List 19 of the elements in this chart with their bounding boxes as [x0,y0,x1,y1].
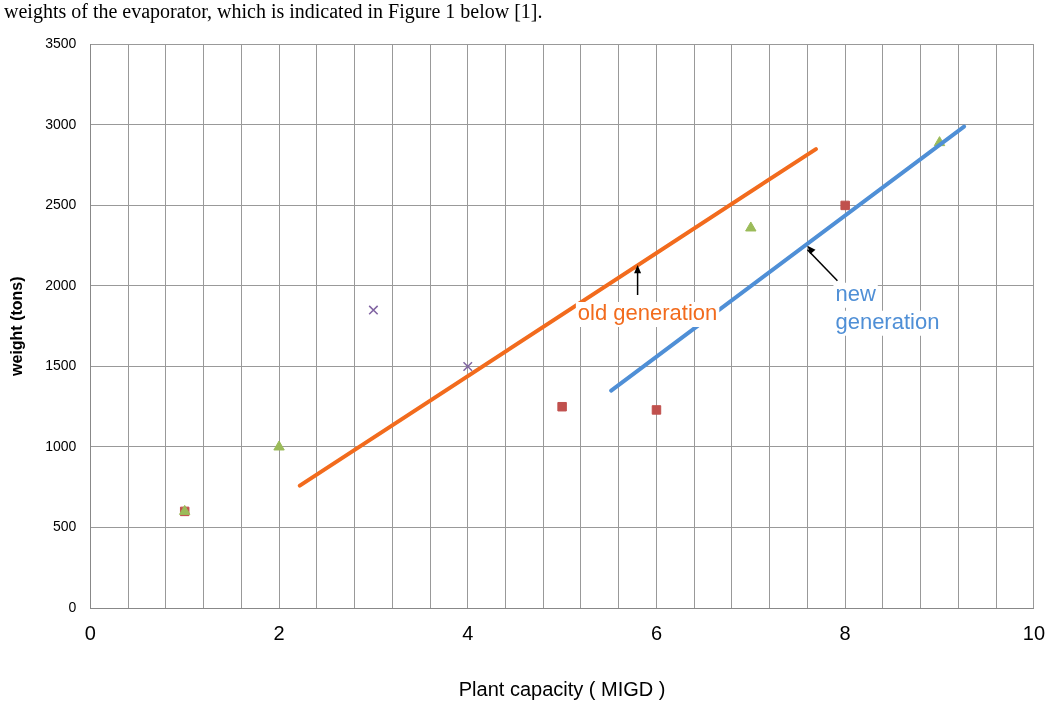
y-tick-label: 500 [52,518,77,535]
annotation: new generation [835,280,940,334]
x-tick-label: 0 [84,621,96,644]
y-tick-label: 1500 [45,357,77,374]
y-axis-title: weight (tons) [8,276,26,377]
y-tick-label: 0 [68,598,77,615]
y-tick-label: 3500 [45,35,77,52]
x-axis-title: Plant capacity ( MIGD ) [458,677,666,700]
y-tick-label: 3000 [45,115,77,132]
x-tick-label: 4 [462,621,474,644]
y-tick-label: 1000 [45,437,77,454]
y-tick-label: 2000 [45,276,77,293]
x-tick-label: 6 [650,621,663,644]
x-tick-label: 2 [273,621,285,644]
y-tick-label: 2500 [45,196,77,213]
text: weights of the evaporator, which is indicated in Figure 1 below [1]. [3,0,544,22]
x-tick-label: 10 [1022,621,1045,644]
x-tick-label: 8 [839,621,851,644]
annotation: old generation [577,300,718,326]
